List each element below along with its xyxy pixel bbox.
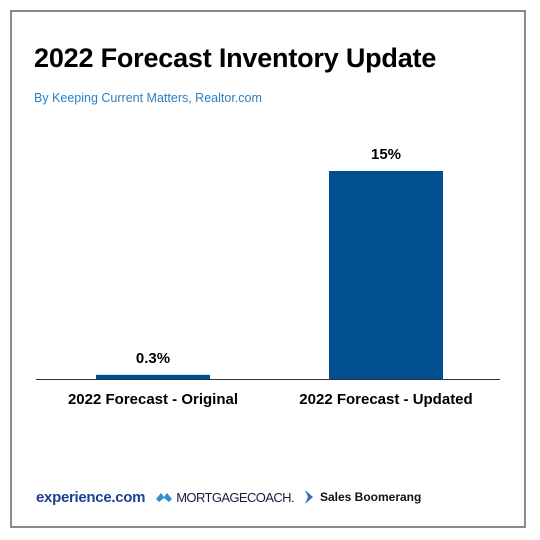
mortgagecoach-logo-icon (156, 493, 173, 502)
mortgagecoach-logo: MORTGAGECOACH. (155, 489, 295, 505)
experience-logo: experience.com (36, 488, 146, 506)
salesboomerang-logo-text: Sales Boomerang (319, 490, 422, 504)
mortgagecoach-logo-text: MORTGAGECOACH. (176, 489, 294, 505)
footer-logos: experience.com MORTGAGECOACH. Sales Boom… (36, 484, 421, 510)
bar-1 (96, 374, 210, 379)
salesboomerang-logo: Sales Boomerang (304, 489, 421, 505)
bar-2 (329, 171, 443, 379)
data-label-1: 0.3% (136, 350, 170, 367)
x-tick-label-1: 2022 Forecast - Original (68, 391, 238, 408)
boomerang-chevron-icon (304, 490, 313, 504)
chart-subtitle: By Keeping Current Matters, Realtor.com (34, 91, 262, 105)
chart-title: 2022 Forecast Inventory Update (34, 43, 437, 73)
x-tick-label-2: 2022 Forecast - Updated (299, 391, 472, 408)
data-label-2: 15% (371, 146, 401, 163)
